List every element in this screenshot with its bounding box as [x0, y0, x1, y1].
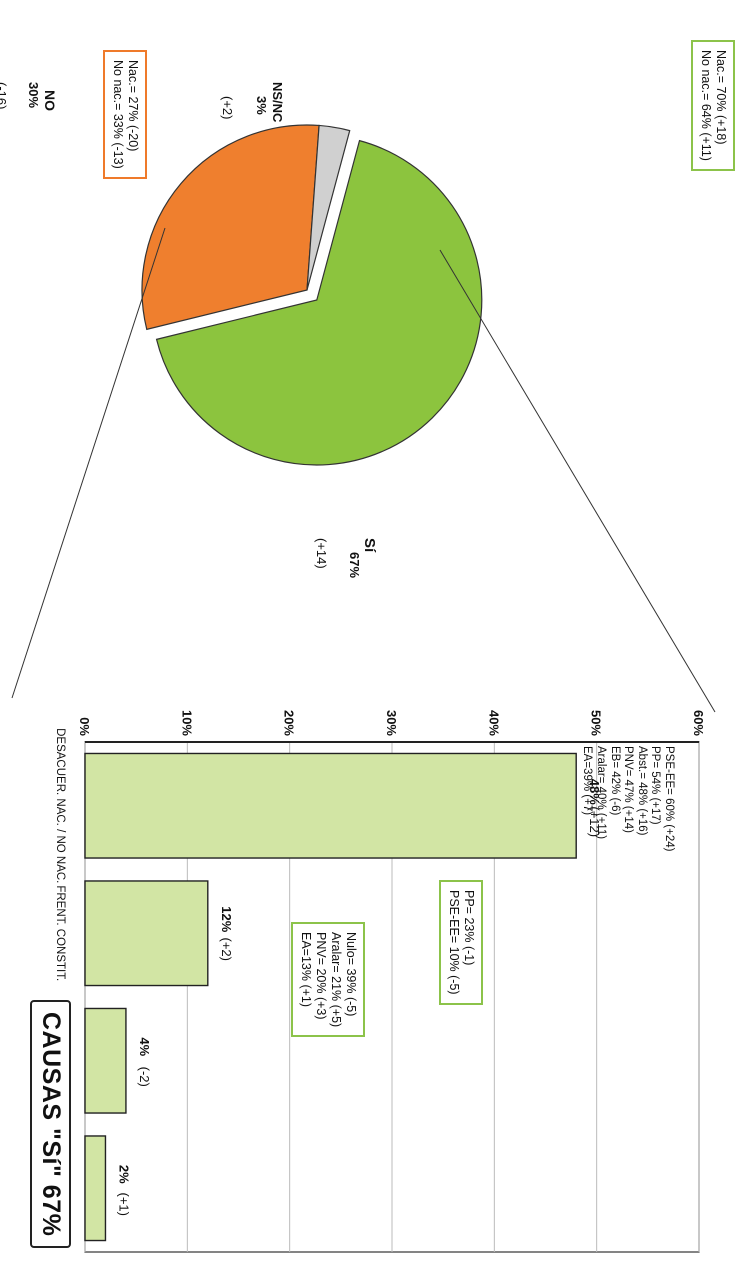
no-breakdown-line: Nac.= 27% (-20) — [126, 60, 140, 152]
bar-value-label: 2% — [116, 1165, 131, 1184]
y-tick-label: 20% — [282, 710, 297, 736]
bar-change-label: (+1) — [116, 1193, 131, 1216]
bar-value-label: 4% — [137, 1037, 152, 1056]
constit-breakdown-box: Nulo= 39% (-5) Aralar= 21% (+5) PNV= 20%… — [291, 922, 365, 1038]
pie-label-si-pct: 67% — [347, 552, 362, 578]
desacuerdo-breakdown-line: Abst.= 48% (+16) — [635, 746, 648, 836]
nacion-breakdown-box: PP= 23% (-1) PSE-EE= 10% (-5) — [439, 880, 483, 1005]
constit-breakdown-line: EA=13% (+1) — [299, 932, 313, 1008]
pie-label-no-change: (-16) — [0, 82, 9, 109]
bar-4 — [84, 1135, 107, 1242]
y-tick-label: 60% — [691, 710, 706, 736]
pie-slice-3 — [306, 124, 351, 291]
y-tick-label: 50% — [589, 710, 604, 736]
constit-breakdown-line: Nulo= 39% (-5) — [344, 932, 358, 1017]
x-category-label: DESACUER. NAC. / NO NAC. — [54, 728, 66, 883]
connector-line-bottom — [439, 249, 716, 713]
bar-2 — [84, 880, 209, 987]
y-tick-label: 0% — [77, 717, 92, 736]
constit-breakdown-line: Aralar= 21% (+5) — [329, 932, 343, 1028]
constit-breakdown-line: PNV= 20% (+3) — [314, 932, 328, 1020]
desacuerdo-breakdown-line: EB= 42% (-6) — [608, 746, 621, 816]
pie-label-no-pct: 30% — [26, 82, 41, 108]
bar-change-label: (-2) — [137, 1067, 152, 1087]
bar-value-label: 48% — [587, 779, 602, 805]
pie-label-si-change: (+14) — [314, 538, 329, 569]
bar-change-label: (+2) — [219, 938, 234, 961]
y-tick-label: 10% — [179, 710, 194, 736]
pie-label-nsnc-pct: 3% — [254, 96, 269, 115]
nacion-breakdown-line: PSE-EE= 10% (-5) — [447, 890, 461, 995]
si-breakdown-line: No nac.= 64% (+11) — [699, 50, 713, 161]
desacuerdo-breakdown-line: Aralar= 40% (+11) — [595, 746, 608, 840]
connector-line-top — [11, 227, 166, 699]
no-breakdown-line: No nac.= 33% (-13) — [111, 60, 125, 169]
bar-3 — [84, 1007, 127, 1114]
y-tick-label: 30% — [384, 710, 399, 736]
no-breakdown-box: Nac.= 27% (-20) No nac.= 33% (-13) — [103, 50, 147, 179]
desacuerdo-breakdown-line: PP= 54% (+17) — [649, 746, 662, 825]
bar-1 — [84, 752, 577, 859]
nacion-breakdown-line: PP= 23% (-1) — [462, 890, 476, 966]
si-breakdown-line: Nac.= 70% (+18) — [714, 50, 728, 145]
pie-label-nsnc-change: (+2) — [220, 96, 235, 119]
pie-label-si-name: Sí — [361, 538, 378, 553]
pie-label-nsnc-name: NS/NC — [270, 82, 285, 123]
x-category-label: FRENT. CONSTIT. — [54, 885, 66, 981]
bar-value-label: 12% — [219, 906, 234, 932]
pie-label-no-name: NO — [42, 90, 58, 111]
pie-slice-1 — [155, 139, 483, 466]
bar-chart-title: CAUSAS "Sí" 67% — [30, 1000, 71, 1249]
bar-change-label: (+12) — [587, 806, 602, 837]
desacuerdo-breakdown: PSE-EE= 60% (+24) PP= 54% (+17) Abst.= 4… — [580, 746, 675, 851]
y-tick-label: 40% — [486, 710, 501, 736]
desacuerdo-breakdown-line: PSE-EE= 60% (+24) — [663, 746, 675, 852]
si-breakdown-box: Nac.= 70% (+18) No nac.= 64% (+11) — [691, 40, 735, 171]
desacuerdo-breakdown-line: EA=39% (+7) — [581, 746, 594, 816]
desacuerdo-breakdown-line: PNV= 47% (+14) — [622, 746, 635, 833]
pie-slice-2 — [141, 124, 320, 331]
